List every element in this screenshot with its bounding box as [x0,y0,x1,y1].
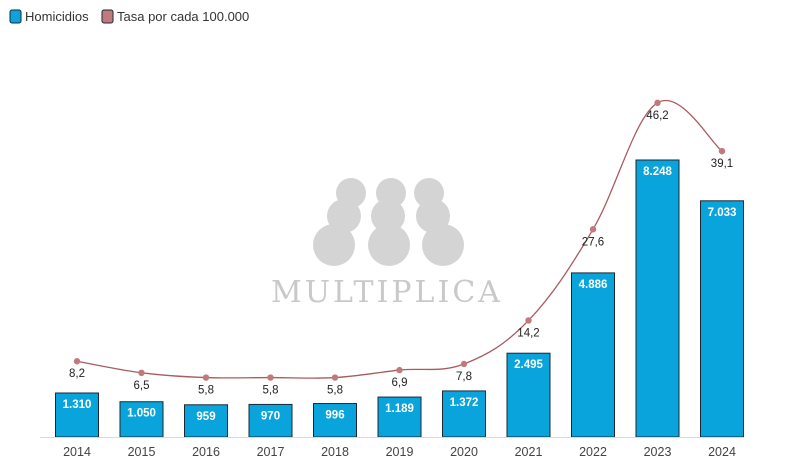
watermark-dot [371,199,405,233]
rate-point-2024 [718,147,726,155]
rate-point-2022 [589,226,597,233]
rate-point-2019 [396,366,403,374]
bar-2024 [700,200,744,438]
legend-label-homicidios: Homicidios [25,9,89,24]
bar-2023 [635,159,680,438]
bar-label-2018: 996 [325,410,344,422]
bar-label-2016: 959 [196,411,215,423]
bar-label-2019: 1.189 [385,403,414,415]
rate-point-2016 [202,374,210,381]
x-tick-2023: 2023 [644,445,672,459]
watermark-text: MULTIPLICA [271,275,503,310]
watermark-dot [368,224,410,266]
x-tick-2020: 2020 [450,445,478,459]
watermark-logo [313,178,464,266]
bar-2014 [55,392,99,438]
bar-2020 [442,390,486,438]
rate-label-2014: 8,2 [69,368,85,380]
bar-label-2021: 2.495 [514,359,543,371]
x-tick-2022: 2022 [579,445,607,459]
rate-label-2015: 6,5 [134,380,150,392]
bar-label-2017: 970 [261,410,280,422]
legend-swatch-tasa [101,9,114,24]
rate-point-2015 [138,369,145,376]
legend: Homicidios Tasa por cada 100.000 [9,9,249,24]
bar-2022 [571,272,615,438]
bar-2018 [313,403,357,438]
rate-label-2022: 27,6 [582,236,604,248]
bar-label-2015: 1.050 [127,408,156,420]
x-tick-2018: 2018 [321,445,349,459]
x-tick-2016: 2016 [192,445,220,459]
bar-2019 [377,396,422,438]
rate-label-2016: 5,8 [198,385,214,397]
rate-label-2019: 6,9 [392,377,408,389]
watermark: MULTIPLICA [271,178,503,310]
bar-label-2020: 1.372 [450,397,479,409]
bar-2017 [248,403,293,438]
legend-label-tasa: Tasa por cada 100.000 [117,9,249,24]
rate-point-2023 [654,99,661,107]
bar-label-2023: 8.248 [643,166,672,178]
rate-line [76,99,723,379]
watermark-dot [422,224,464,266]
rate-label-2024: 39,1 [711,158,733,170]
rate-label-2020: 7,8 [456,371,472,383]
x-tick-2017: 2017 [257,445,285,459]
x-tick-2021: 2021 [515,445,543,459]
bar-label-2022: 4.886 [579,279,608,291]
rate-point-2014 [73,358,81,365]
line-layer: 8,2 6,5 5,8 5,8 5,8 6,9 7,8 14,2 27,6 46,2 39,1 [69,99,733,397]
bar-label-2024: 7.033 [708,207,737,219]
rate-label-2021: 14,2 [517,327,539,339]
rate-label-2017: 5,8 [263,385,279,397]
x-tick-2015: 2015 [128,445,156,459]
x-tick-2014: 2014 [63,445,91,459]
x-tick-2019: 2019 [386,445,414,459]
rate-point-2020 [460,360,468,368]
watermark-dot [313,224,355,266]
rate-point-2021 [525,317,532,324]
rate-point-2018 [331,374,339,381]
x-tick-2024: 2024 [708,445,736,459]
x-ticks: 2014 2015 2016 2017 2018 2019 2020 2021 2022 2023… [63,445,736,459]
rate-label-2018: 5,8 [327,385,343,397]
rate-label-2023: 46,2 [646,110,668,122]
bars-layer: 1.310 1.050 959 970 996 1.189 1.372 2.495 4.886 8… [55,159,744,438]
rate-point-2017 [267,374,274,381]
legend-swatch-homicidios [9,9,22,24]
bar-label-2014: 1.310 [63,399,92,411]
